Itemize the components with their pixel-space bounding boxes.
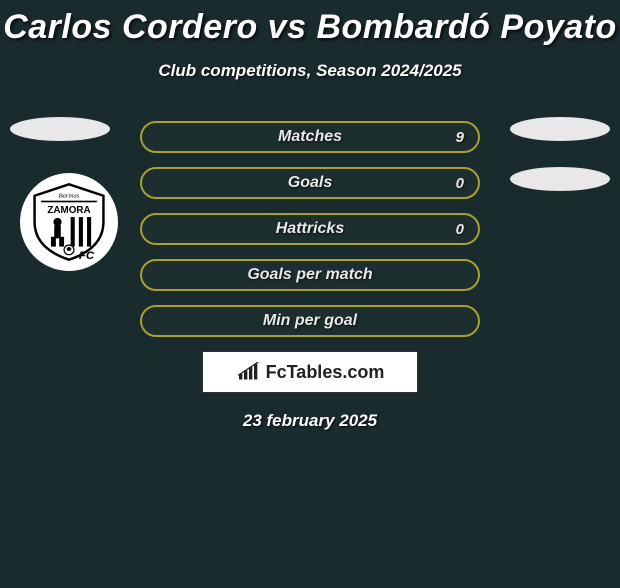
stat-row-hattricks: Hattricks 0 — [140, 213, 480, 245]
bar-chart-icon — [236, 362, 262, 382]
vs-text: vs — [268, 8, 307, 46]
logo-main-text: ZAMORA — [47, 205, 90, 216]
stats-section: Barinas ZAMORA FC Matches 9 Goals 0 — [0, 121, 620, 431]
stat-row-goals-per-match: Goals per match — [140, 259, 480, 291]
stat-label: Min per goal — [142, 312, 478, 330]
player1-name: Carlos Cordero — [3, 8, 258, 46]
logo-fc-text: FC — [79, 250, 95, 262]
player2-name: Bombardó Poyato — [316, 8, 616, 46]
date-text: 23 february 2025 — [0, 411, 620, 431]
stat-label: Matches — [142, 128, 478, 146]
club-logo-svg: Barinas ZAMORA FC — [28, 181, 110, 263]
page-title: Carlos Cordero vs Bombardó Poyato — [0, 8, 620, 47]
logo-top-text: Barinas — [59, 192, 80, 199]
club-logo: Barinas ZAMORA FC — [20, 173, 118, 271]
stat-right-value: 9 — [456, 129, 464, 146]
stat-row-goals: Goals 0 — [140, 167, 480, 199]
stat-right-value: 0 — [456, 221, 464, 238]
left-decor-ellipse — [10, 117, 110, 141]
stat-row-min-per-goal: Min per goal — [140, 305, 480, 337]
brand-text: FcTables.com — [266, 362, 385, 383]
right-decor-ellipse-1 — [510, 117, 610, 141]
stat-right-value: 0 — [456, 175, 464, 192]
brand-box: FcTables.com — [202, 351, 418, 393]
subtitle: Club competitions, Season 2024/2025 — [0, 61, 620, 81]
right-decor-ellipse-2 — [510, 167, 610, 191]
stat-label: Goals — [142, 174, 478, 192]
stat-label: Hattricks — [142, 220, 478, 238]
stat-label: Goals per match — [142, 266, 478, 284]
stat-row-matches: Matches 9 — [140, 121, 480, 153]
